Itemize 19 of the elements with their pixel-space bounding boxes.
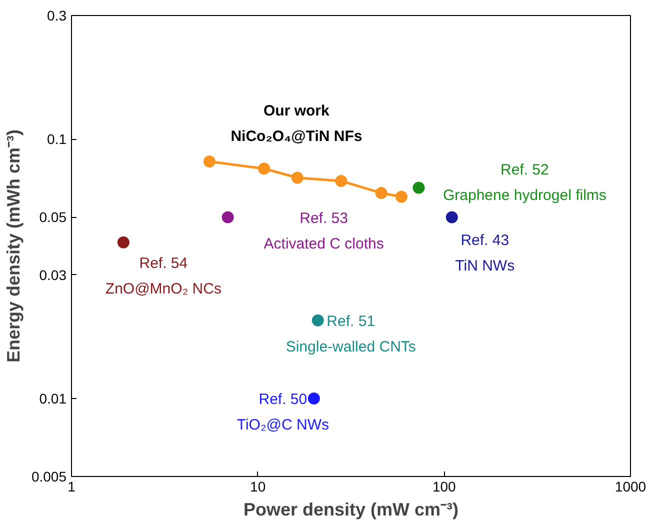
- series-label: Our work NiCo₂O₄@TiN NFs: [230, 102, 362, 145]
- y-tick-label: 0.03: [39, 266, 67, 283]
- x-tick-label: 1: [68, 478, 76, 494]
- text: Ref. 53 Activated C cloths: [264, 210, 384, 252]
- y-tick-label: 0.05: [39, 209, 67, 226]
- x-tick-label: 10: [250, 478, 266, 494]
- y-tick-label: 0.3: [47, 8, 67, 24]
- y-tick-label: 0.1: [47, 131, 67, 148]
- series-label: Ref. 52 Graphene hydrogel films: [442, 161, 606, 204]
- series-label: Ref. 54 ZnO@MnO₂ NCs: [105, 255, 222, 298]
- series-label: Ref. 51 Single-walled CNTs: [286, 313, 416, 356]
- y-axis-title: Energy density (mWh cm⁻³): [3, 129, 24, 363]
- y-tick-label: 0.01: [39, 390, 67, 406]
- series-label: Ref. 50 TiO₂@C NWs: [236, 391, 330, 434]
- x-tick-label: 100: [432, 478, 456, 494]
- y-tick-label: 0.005: [31, 468, 67, 484]
- x-axis-title: Power density (mW cm⁻³): [243, 500, 459, 520]
- x-tick-label: 1000: [614, 478, 646, 494]
- series-label: Ref. 43 TiN NWs: [455, 232, 515, 274]
